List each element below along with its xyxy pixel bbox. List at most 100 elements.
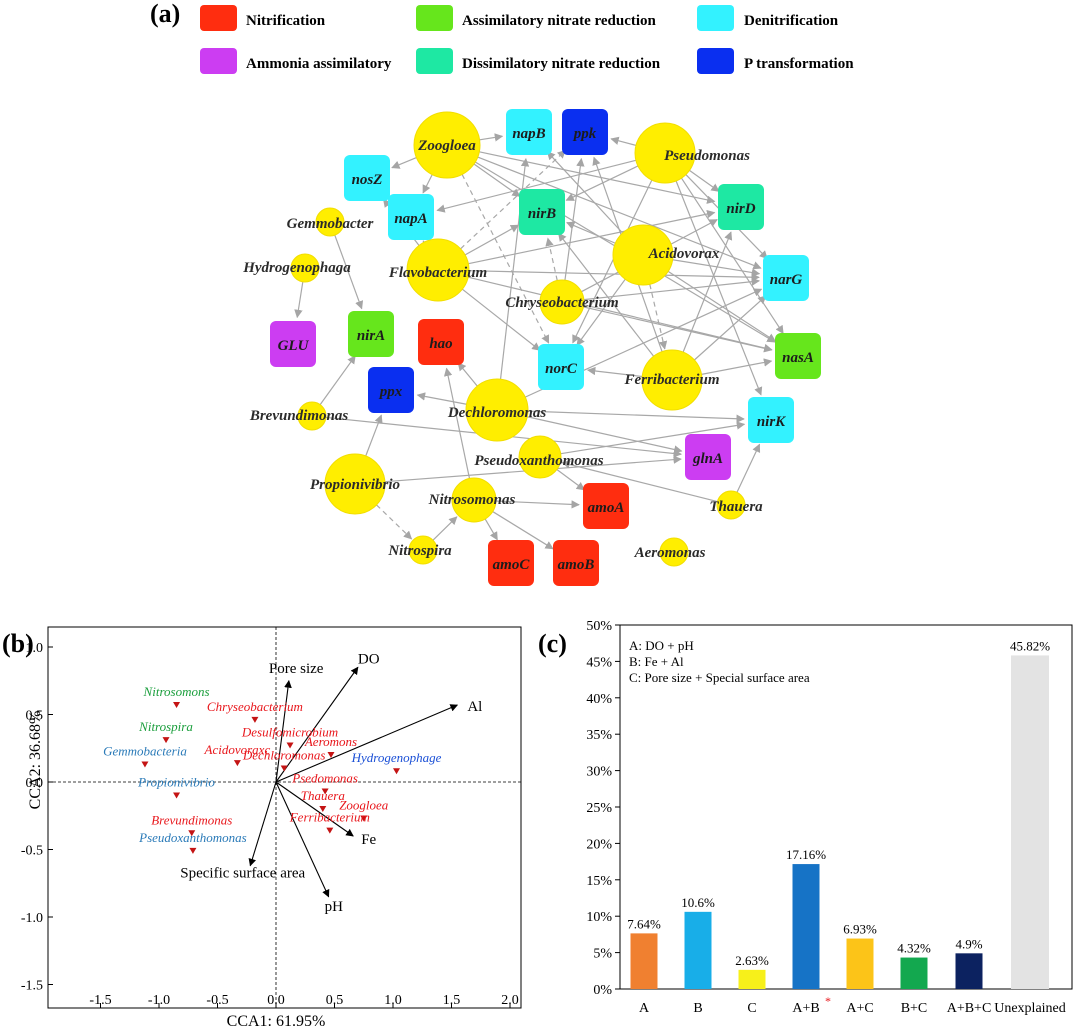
cca-point-marker: [319, 806, 327, 812]
bar-ytick-label: 40%: [586, 692, 612, 707]
cca-vector-label: Fe: [361, 832, 376, 848]
cca-point-marker: [162, 737, 170, 744]
cca-point-label: Aeromons: [304, 734, 357, 749]
cca-vector-al: [275, 704, 459, 783]
network-edge: [546, 151, 624, 234]
gene-node-amoB: [553, 540, 599, 586]
cca-point-label: Hydrogenophage: [351, 750, 442, 765]
bar-category-label: A+B: [792, 1001, 819, 1016]
network-edge: [484, 518, 498, 541]
cca-point-label: Thauera: [301, 788, 346, 803]
network-edge: [376, 504, 413, 540]
cca-point-label: Brevundimonas: [151, 812, 232, 827]
panel-label-c: (c): [538, 629, 567, 658]
bar-annotations: A: DO + pH B: Fe + Al C: Pore size + Spe…: [629, 638, 810, 685]
network-edge: [560, 421, 746, 455]
network-edge: [422, 174, 433, 194]
gene-label-narG: narG: [770, 272, 803, 288]
legend-item-nitrification: Nitrification: [200, 5, 326, 31]
gene-node-GLU: [270, 321, 316, 367]
bar-category-label: A+B+C: [947, 1001, 992, 1016]
cca-vector-do: [275, 666, 359, 783]
network-edge: [460, 149, 566, 250]
network-edge: [561, 460, 718, 503]
cca-ytick-label: -1.0: [21, 911, 43, 926]
network-edge: [672, 259, 761, 277]
network-edge: [457, 362, 478, 387]
genus-label-pseudoxanthomonas: Pseudoxanthomonas: [474, 453, 603, 469]
genus-node-propionivibrio: [324, 453, 386, 515]
genus-label-dechloromonas: Dechloromonas: [447, 405, 547, 421]
cca-xtick-label: 1.5: [443, 993, 461, 1008]
cca-ytick-label: -1.5: [21, 979, 43, 994]
network-edge: [479, 133, 504, 142]
network-edge: [416, 392, 467, 405]
network-edge: [565, 165, 639, 201]
genus-node-acidovorax: [612, 224, 674, 286]
network-edge: [649, 284, 668, 350]
gene-node-ppx: [368, 367, 414, 413]
bar-value-label: 6.93%: [843, 922, 877, 937]
cca-xtick-label: 0.5: [326, 993, 344, 1008]
cca-xtick-label: 0.0: [267, 993, 285, 1008]
bar-a-b-c: [955, 953, 983, 989]
genus-node-gemmobacter: [315, 207, 345, 237]
legend-item-ammonia: Ammonia assimilatory: [200, 48, 392, 74]
cca-point-marker: [233, 760, 241, 767]
cca-xtick-label: -0.5: [206, 993, 228, 1008]
legend-item-assimilatory: Assimilatory nitrate reduction: [416, 5, 657, 31]
genus-label-zoogloea: Zoogloea: [417, 138, 476, 154]
bars: 7.64% A 10.6% B 2.63% C 17.16% A+B * 6.93% A+C 4.32…: [627, 638, 1066, 1016]
legend-item-denitrification: Denitrification: [697, 5, 839, 31]
genus-label-nitrosomonas: Nitrosomonas: [428, 492, 516, 508]
cca-point-marker: [326, 827, 334, 834]
gene-node-amoA: [583, 483, 629, 529]
gene-label-norC: norC: [545, 361, 578, 377]
gene-node-napA: [388, 194, 434, 240]
gene-label-ppx: ppx: [378, 384, 403, 400]
network-edge: [461, 174, 550, 344]
bar-c: [738, 969, 766, 989]
annotation-a: A: DO + pH: [629, 638, 694, 653]
legend-swatch: [200, 5, 237, 31]
genus-node-pseudomonas: [634, 122, 696, 184]
genus-node-dechloromonas: [465, 378, 529, 442]
network-edge: [365, 414, 383, 457]
cca-point-marker: [327, 752, 335, 758]
cca-axes: -1.5 -1.0 -0.5 0.0 0.5 1.0 1.5 2.0 1.0 0.5 0.0 -0.5…: [21, 627, 521, 1008]
legend-swatch: [200, 48, 237, 74]
gene-label-nosZ: nosZ: [352, 172, 383, 188]
network-edge: [556, 469, 585, 491]
significance-marker: *: [825, 994, 831, 1008]
legend: Nitrification Assimilatory nitrate reduc…: [200, 5, 854, 74]
network-edge: [436, 159, 637, 213]
cca-point-label: Pseudoxanthomonas: [138, 830, 247, 845]
gene-label-napB: napB: [512, 126, 545, 142]
gene-node-nirD: [718, 184, 764, 230]
cca-point-label: Gemmobacteria: [103, 743, 187, 758]
panel-c: (c) 0% 5% 10% 15% 20% 25% 30% 35% 40% 45% 50% A: D…: [538, 619, 1073, 1016]
bar-ytick-label: 45%: [586, 655, 612, 670]
bar-unexplained: [1011, 655, 1049, 989]
genus-node-chryseobacterium: [539, 279, 585, 325]
gene-node-glnA: [685, 434, 731, 480]
gene-node-nirB: [519, 189, 565, 235]
genus-node-flavobacterium: [406, 238, 470, 302]
genus-label-chryseobacterium: Chryseobacterium: [505, 295, 618, 311]
genus-label-thauera: Thauera: [709, 499, 763, 515]
bar-b: [684, 911, 712, 989]
gene-node-ppk: [562, 109, 608, 155]
network-edge: [461, 288, 541, 351]
legend-item-p-transformation: P transformation: [697, 48, 854, 74]
network-edge: [527, 410, 745, 423]
genus-label-hydrogenophaga: Hydrogenophaga: [242, 260, 351, 276]
cca-xtick-label: 2.0: [501, 993, 519, 1008]
bar-a: [630, 933, 658, 989]
gene-node-norC: [538, 344, 584, 390]
cca-point-label: Dechloromonas: [242, 748, 326, 763]
bar-category-label: B: [693, 1001, 702, 1016]
legend-label: Assimilatory nitrate reduction: [462, 13, 657, 29]
cca-vectors: Pore size DO Al Fe Specific surface area pH: [180, 651, 482, 915]
bar-category-label: B+C: [901, 1001, 928, 1016]
